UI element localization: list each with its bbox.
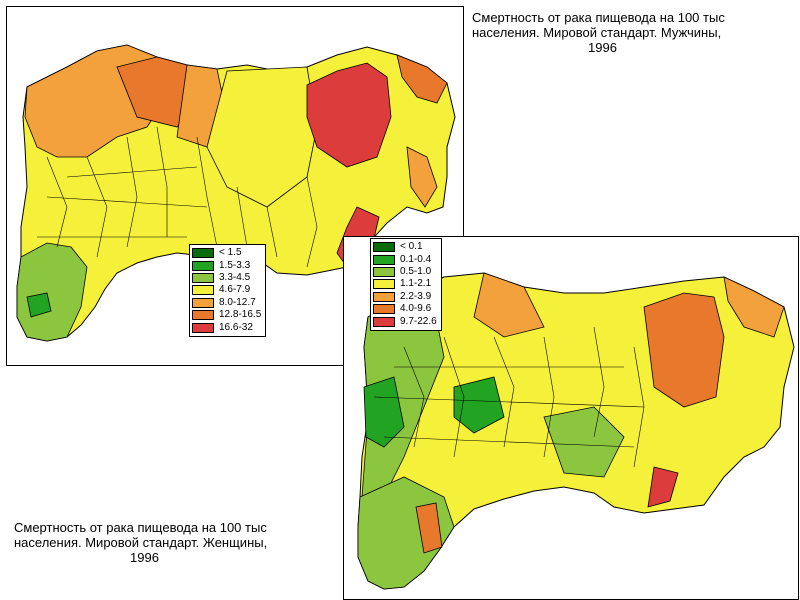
legend-swatch — [373, 242, 395, 253]
map-region-borders — [373, 326, 645, 468]
legend-item: 0.1-0.4 — [373, 253, 437, 265]
legend-item: 4.6-7.9 — [192, 284, 261, 296]
map-region-borders — [37, 126, 318, 268]
legend-item: 8.0-12.7 — [192, 297, 261, 309]
map-title-women: Смертность от рака пищевода на 100 тыс н… — [14, 520, 334, 565]
title-line: населения. Мировой стандарт. Женщины, — [14, 535, 268, 550]
legend-item: 4.0-9.6 — [373, 303, 437, 315]
title-line: населения. Мировой стандарт. Мужчины, — [472, 25, 722, 40]
russia-map-women — [357, 272, 795, 590]
legend-label: 8.0-12.7 — [219, 296, 256, 308]
legend-item: < 0.1 — [373, 241, 437, 253]
map-panel-women — [343, 236, 799, 600]
legend-swatch — [192, 260, 214, 271]
title-line: Смертность от рака пищевода на 100 тыс — [14, 520, 267, 535]
legend-women: < 0.1 0.1-0.4 0.5-1.0 1.1-2.1 2.2-3.9 4.0-9.6… — [370, 238, 442, 331]
map-region-yakutia — [643, 292, 725, 408]
legend-item: 12.8-16.5 — [192, 309, 261, 321]
legend-item: 3.3-4.5 — [192, 272, 261, 284]
legend-item: 1.5-3.3 — [192, 259, 261, 271]
map-region-far-east — [396, 54, 448, 104]
legend-item: < 1.5 — [192, 247, 261, 259]
legend-swatch — [373, 291, 395, 302]
title-line: 1996 — [588, 40, 617, 55]
legend-swatch — [192, 310, 214, 321]
legend-item: 0.5-1.0 — [373, 266, 437, 278]
map-region-south — [16, 242, 88, 342]
legend-swatch — [192, 297, 214, 308]
map-region-caucasus — [26, 292, 52, 318]
legend-label: 0.1-0.4 — [400, 253, 432, 265]
legend-label: 16.6-32 — [219, 321, 253, 333]
legend-label: 4.0-9.6 — [400, 303, 432, 315]
legend-item: 16.6-32 — [192, 321, 261, 333]
map-region-far-east — [723, 276, 785, 338]
legend-label: < 0.1 — [400, 241, 423, 253]
legend-swatch — [192, 322, 214, 333]
legend-item: 1.1-2.1 — [373, 278, 437, 290]
title-line: Смертность от рака пищевода на 100 тыс — [472, 10, 725, 25]
legend-item: 9.7-22.6 — [373, 315, 437, 327]
legend-swatch — [373, 254, 395, 265]
map-region-center-dark — [453, 376, 505, 434]
legend-men: < 1.5 1.5-3.3 3.3-4.5 4.6-7.9 8.0-12.7 12.8-1… — [189, 244, 267, 337]
legend-label: < 1.5 — [219, 247, 242, 259]
legend-label: 4.6-7.9 — [219, 284, 251, 296]
map-region-orange-south — [415, 502, 443, 554]
legend-swatch — [373, 316, 395, 327]
legend-label: 1.5-3.3 — [219, 259, 251, 271]
map-region-west-dark — [363, 376, 405, 448]
map-region-north-orange — [473, 272, 545, 338]
map-region-yakutia — [306, 62, 392, 168]
legend-swatch — [373, 304, 395, 315]
legend-swatch — [373, 279, 395, 290]
map-title-men: Смертность от рака пищевода на 100 тыс н… — [472, 10, 792, 55]
map-region-kamchatka — [406, 146, 438, 208]
title-line: 1996 — [130, 550, 159, 565]
legend-label: 12.8-16.5 — [219, 309, 262, 321]
map-region-siberia-green — [543, 406, 625, 478]
legend-swatch — [373, 266, 395, 277]
legend-swatch — [192, 272, 214, 283]
legend-label: 0.5-1.0 — [400, 265, 432, 277]
legend-item: 2.2-3.9 — [373, 291, 437, 303]
legend-label: 3.3-4.5 — [219, 271, 251, 283]
map-region-siberia — [206, 66, 318, 208]
legend-swatch — [192, 248, 214, 259]
legend-label: 2.2-3.9 — [400, 290, 432, 302]
map-panel-men — [6, 6, 464, 366]
legend-label: 9.7-22.6 — [400, 315, 437, 327]
legend-label: 1.1-2.1 — [400, 278, 432, 290]
legend-swatch — [192, 285, 214, 296]
map-region-amur — [647, 466, 679, 508]
